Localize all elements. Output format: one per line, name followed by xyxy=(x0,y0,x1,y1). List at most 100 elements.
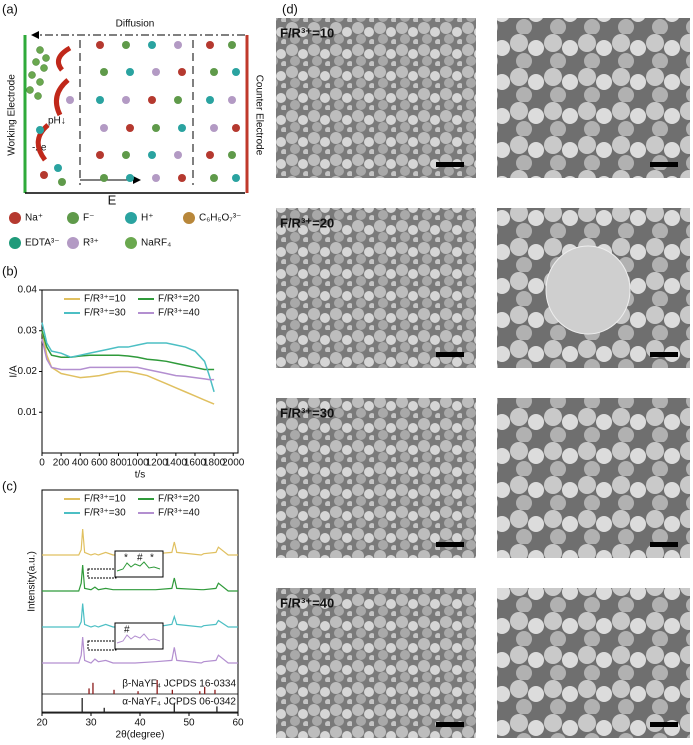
inset xyxy=(114,622,164,650)
legend-swatch xyxy=(125,212,137,224)
ion xyxy=(126,124,134,132)
x-tick-label: 1800 xyxy=(203,458,226,469)
legend-swatch xyxy=(9,237,21,249)
inset-label: # xyxy=(124,625,130,636)
ion xyxy=(178,124,186,132)
legend-swatch xyxy=(9,212,21,224)
scale-bar xyxy=(436,352,464,357)
ion xyxy=(228,151,236,159)
inset-label: # xyxy=(137,553,143,564)
x-tick-label: 200 xyxy=(53,458,70,469)
ion xyxy=(58,178,66,186)
ion xyxy=(232,68,240,76)
diagram: Diffusion E pH↓ -2e Working Electrode Co… xyxy=(7,19,265,208)
ion xyxy=(66,96,74,104)
x-tick-label: 400 xyxy=(72,458,89,469)
scale-bar xyxy=(436,542,464,547)
ion xyxy=(126,68,134,76)
legend-label: F/R³⁺=20 xyxy=(158,494,200,505)
ion xyxy=(174,41,182,49)
panel-label: (b) xyxy=(2,263,18,278)
ion xyxy=(210,124,218,132)
ion xyxy=(228,41,236,49)
legend-label: F⁻ xyxy=(83,213,94,224)
inset-label: * xyxy=(124,553,128,564)
ion xyxy=(126,174,134,182)
x-tick-label: 30 xyxy=(85,718,97,729)
ion xyxy=(122,151,130,159)
legend-label: F/R³⁺=30 xyxy=(84,308,126,319)
field-label: E xyxy=(108,192,117,207)
ion xyxy=(100,68,108,76)
ion xyxy=(148,41,156,49)
y-axis-label: I/A xyxy=(9,365,20,378)
ion xyxy=(40,171,48,179)
legend-label: F/R³⁺=20 xyxy=(158,294,200,305)
sem-label: F/R³⁺=30 xyxy=(280,405,334,420)
legend-label: EDTA³⁻ xyxy=(25,238,60,249)
nanocrystal xyxy=(28,71,36,79)
sem-image xyxy=(276,18,476,178)
x-tick-label: 1000 xyxy=(126,458,149,469)
x-tick-label: 40 xyxy=(134,718,146,729)
sem-image xyxy=(276,588,476,738)
scale-bar xyxy=(436,722,464,727)
y-axis-label: Intensity(a.u.) xyxy=(27,551,38,612)
y-tick-label: 0.03 xyxy=(18,325,38,336)
inset-trace xyxy=(116,633,161,644)
ion xyxy=(210,68,218,76)
legend-swatch xyxy=(183,212,195,224)
legend-swatch xyxy=(67,212,79,224)
sem-image xyxy=(497,398,690,558)
sem-image xyxy=(276,208,476,368)
legend-label: NaRF₄ xyxy=(141,238,171,249)
inset-label: * xyxy=(150,553,154,564)
series-line xyxy=(41,330,215,405)
scale-bar xyxy=(650,542,678,547)
nanocrystal xyxy=(26,86,34,94)
large-crystal xyxy=(545,245,631,335)
ion xyxy=(36,126,44,134)
sem-image xyxy=(497,18,690,178)
ion xyxy=(152,174,160,182)
electrode-label: Working Electrode xyxy=(7,74,18,156)
x-tick-label: 1600 xyxy=(184,458,207,469)
ion xyxy=(100,124,108,132)
ion xyxy=(228,96,236,104)
panel-label: (d) xyxy=(282,1,298,16)
x-tick-label: 600 xyxy=(91,458,108,469)
ion xyxy=(122,96,130,104)
series-line xyxy=(41,330,215,371)
sem-label: F/R³⁺=40 xyxy=(280,595,334,610)
sem-label: F/R³⁺=20 xyxy=(280,215,334,230)
y-tick-label: 0.02 xyxy=(18,366,38,377)
panel-label: (a) xyxy=(2,1,18,16)
nanocrystal xyxy=(34,92,42,100)
reaction-arrow xyxy=(53,78,70,117)
x-tick-label: 2000 xyxy=(222,458,245,469)
legend-label: F/R³⁺=40 xyxy=(158,308,200,319)
ref-label: β-NaYF₄ JCPDS 16-0334 xyxy=(122,679,236,690)
x-tick-label: 60 xyxy=(232,718,244,729)
legend-swatch xyxy=(67,237,79,249)
reaction-arrow xyxy=(55,45,72,72)
inset-trace xyxy=(116,561,161,572)
spectrum xyxy=(42,636,238,664)
legend-label: C₆H₅O₇³⁻ xyxy=(199,213,241,224)
ion xyxy=(206,151,214,159)
ion xyxy=(100,174,108,182)
inset-box xyxy=(87,568,117,579)
ion xyxy=(210,174,218,182)
nanocrystal xyxy=(36,46,44,54)
ph-label: pH↓ xyxy=(48,116,66,127)
ion xyxy=(148,96,156,104)
nanocrystal xyxy=(36,78,44,86)
x-tick-label: 20 xyxy=(36,718,48,729)
ion xyxy=(232,124,240,132)
ion xyxy=(54,164,62,172)
ion xyxy=(206,96,214,104)
ion xyxy=(178,174,186,182)
ion xyxy=(152,68,160,76)
inset xyxy=(114,550,164,578)
